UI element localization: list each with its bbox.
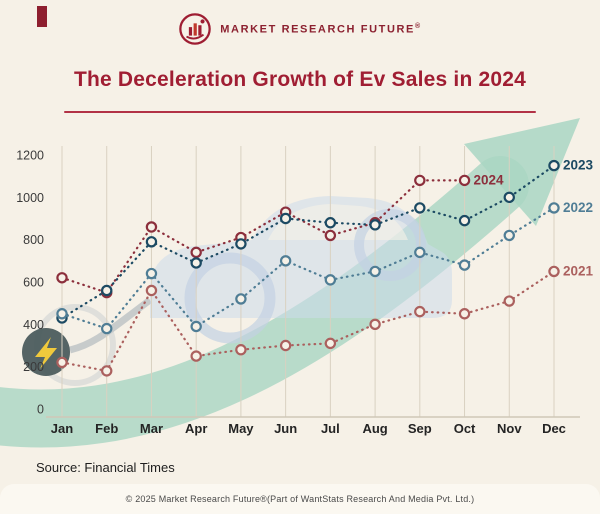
x-tick-label: Oct <box>454 421 476 436</box>
series-label-2023: 2023 <box>563 158 594 173</box>
footer-copyright: © 2025 Market Research Future®(Part of W… <box>125 494 475 504</box>
data-point-2021 <box>414 305 426 318</box>
data-point-2023 <box>279 212 292 225</box>
x-tick-label: Jul <box>321 421 340 436</box>
charging-plug-icon <box>22 328 70 376</box>
data-point-2024 <box>279 206 292 218</box>
data-point-2022 <box>369 265 381 278</box>
page-title: The Deceleration Growth of Ev Sales in 2… <box>73 68 527 91</box>
data-point-2024 <box>458 174 471 187</box>
x-tick-label: Dec <box>542 421 566 436</box>
series-label-2021: 2021 <box>563 263 594 278</box>
x-tick-label: Jun <box>274 421 297 436</box>
series-label-2024: 2024 <box>474 172 505 187</box>
title-underline <box>64 111 536 113</box>
data-point-2021 <box>56 356 68 369</box>
ev-car-body-decoration <box>150 196 452 318</box>
x-tick-label: Aug <box>362 421 387 436</box>
data-point-2023 <box>56 312 68 324</box>
mrf-logo-icon <box>179 13 212 45</box>
series-line-2023 <box>60 164 556 320</box>
x-tick-label: Feb <box>95 421 118 436</box>
data-point-2022 <box>190 320 202 333</box>
source-note: Source: Financial Times <box>36 460 175 475</box>
y-tick-label: 600 <box>23 276 44 290</box>
registered-mark: ® <box>414 22 422 30</box>
data-point-2022 <box>145 267 158 280</box>
data-point-2022 <box>101 322 113 335</box>
x-tick-label: May <box>228 421 254 436</box>
growth-arrow-head <box>464 118 580 226</box>
x-tick-label: Jan <box>51 421 73 436</box>
data-point-2023 <box>190 257 202 269</box>
data-point-2022 <box>503 229 515 242</box>
data-point-2023 <box>503 191 515 204</box>
data-point-2024 <box>414 174 426 187</box>
data-point-2021 <box>101 365 113 377</box>
car-wheel-front <box>354 209 426 281</box>
data-point-2024 <box>324 229 337 242</box>
brand-text: MARKET RESEARCH FUTURE <box>220 23 415 36</box>
data-point-2024 <box>56 272 68 284</box>
data-point-2021 <box>458 308 471 320</box>
data-point-2022 <box>279 255 292 267</box>
data-point-2021 <box>324 337 337 350</box>
series-line-2024 <box>60 179 466 294</box>
series-line-2021 <box>60 270 556 373</box>
series-line-2022 <box>60 206 556 330</box>
x-tick-label: Sep <box>408 421 432 436</box>
header: MARKET RESEARCH FUTURE® <box>0 12 600 46</box>
y-tick-label: 800 <box>23 233 44 247</box>
data-point-2024 <box>190 246 202 259</box>
data-point-2022 <box>414 246 426 259</box>
title-block: The Deceleration Growth of Ev Sales in 2… <box>0 68 600 92</box>
data-point-2022 <box>56 308 68 320</box>
data-point-2021 <box>279 339 292 352</box>
data-point-2024 <box>235 231 247 244</box>
series-label-2022: 2022 <box>563 200 593 215</box>
data-point-2021 <box>145 284 158 297</box>
data-point-2021 <box>548 265 560 278</box>
data-point-2023 <box>369 219 381 231</box>
charging-cable <box>69 297 153 354</box>
y-tick-label: 1200 <box>16 149 44 163</box>
y-tick-label: 200 <box>23 360 44 374</box>
car-wheel-rear <box>184 252 276 344</box>
data-point-2023 <box>101 284 113 297</box>
growth-arrow-shaft <box>0 156 529 448</box>
y-tick-label: 400 <box>23 318 44 332</box>
x-tick-label: Nov <box>497 421 522 436</box>
data-point-2023 <box>414 202 426 214</box>
data-point-2024 <box>101 286 113 299</box>
data-point-2021 <box>369 318 381 331</box>
y-tick-label: 1000 <box>16 191 44 205</box>
data-point-2022 <box>548 202 560 214</box>
cable-coil-decoration <box>34 304 116 386</box>
data-point-2021 <box>235 344 247 356</box>
data-point-2023 <box>145 236 158 248</box>
lightning-bolt-icon <box>35 337 57 369</box>
data-point-2021 <box>503 295 515 307</box>
data-point-2023 <box>548 159 560 172</box>
x-tick-label: Mar <box>140 421 163 436</box>
data-point-2024 <box>369 217 381 229</box>
ev-car-window <box>268 204 408 240</box>
data-point-2023 <box>235 238 247 250</box>
corner-accent-bar <box>37 6 47 27</box>
data-point-2023 <box>458 214 471 227</box>
data-point-2022 <box>235 293 247 305</box>
x-tick-label: Apr <box>185 421 207 436</box>
data-point-2023 <box>324 217 337 229</box>
brand-wordmark: MARKET RESEARCH FUTURE® <box>220 23 421 36</box>
data-point-2024 <box>145 221 158 233</box>
y-tick-label: 0 <box>37 403 44 417</box>
data-point-2021 <box>190 350 202 362</box>
footer-band: © 2025 Market Research Future®(Part of W… <box>0 484 600 514</box>
data-point-2022 <box>324 274 337 286</box>
data-point-2022 <box>458 259 471 271</box>
